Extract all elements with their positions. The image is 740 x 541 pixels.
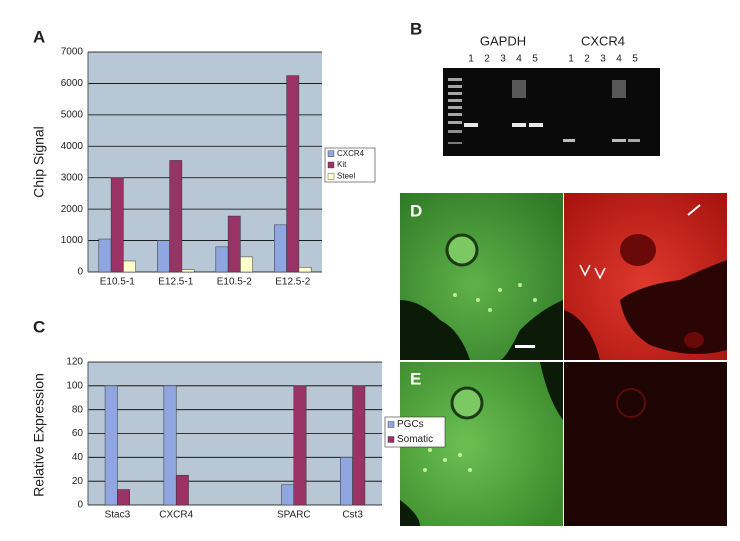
gene-label: GAPDH bbox=[480, 33, 526, 48]
bar bbox=[123, 260, 136, 273]
x-tick-label: E12.5-1 bbox=[158, 277, 193, 288]
y-tick-label: 4000 bbox=[61, 141, 84, 152]
y-tick-label: 5000 bbox=[61, 109, 84, 120]
gene-label: CXCR4 bbox=[581, 33, 625, 48]
lane-number: 1 bbox=[568, 54, 574, 65]
bar bbox=[215, 246, 229, 273]
bar bbox=[281, 484, 295, 506]
legend-label: Kit bbox=[337, 160, 347, 169]
lane-number: 5 bbox=[532, 54, 538, 65]
micrograph-d-green bbox=[400, 193, 563, 360]
bar bbox=[240, 256, 253, 273]
bar bbox=[227, 215, 241, 273]
lane-number: 4 bbox=[616, 54, 622, 65]
y-tick-label: 2000 bbox=[61, 204, 84, 215]
panel-label: A bbox=[33, 27, 45, 46]
bar bbox=[169, 160, 183, 273]
bar bbox=[110, 177, 124, 273]
y-tick-label: 100 bbox=[66, 380, 83, 391]
legend-label: Steel bbox=[337, 171, 355, 180]
legend-swatch bbox=[327, 161, 335, 169]
panel-label: E bbox=[410, 369, 421, 388]
bar bbox=[286, 75, 300, 273]
y-tick-label: 6000 bbox=[61, 78, 84, 89]
y-axis-label: Chip Signal bbox=[31, 126, 47, 198]
bar bbox=[104, 385, 118, 506]
bar bbox=[175, 474, 189, 506]
x-tick-label: Cst3 bbox=[342, 510, 363, 521]
bar bbox=[293, 385, 307, 506]
x-tick-label: E12.5-2 bbox=[275, 277, 310, 288]
micrograph-e-green bbox=[400, 362, 563, 526]
y-tick-label: 120 bbox=[66, 357, 83, 368]
bar bbox=[157, 240, 170, 273]
gel-bands bbox=[448, 78, 640, 144]
bar bbox=[163, 385, 177, 506]
legend-label: Somatic bbox=[397, 434, 433, 445]
y-tick-label: 7000 bbox=[61, 47, 84, 58]
lane-number: 2 bbox=[484, 54, 490, 65]
gel-image bbox=[443, 68, 660, 156]
legend-swatch bbox=[327, 150, 335, 157]
bar bbox=[352, 385, 366, 506]
x-tick-label: E10.5-1 bbox=[100, 277, 135, 288]
y-tick-label: 20 bbox=[72, 476, 84, 487]
bar bbox=[298, 267, 312, 273]
lane-number: 3 bbox=[500, 54, 506, 65]
y-tick-label: 0 bbox=[77, 500, 83, 511]
x-tick-label: E10.5-2 bbox=[217, 277, 252, 288]
y-tick-label: 80 bbox=[72, 404, 84, 415]
bar bbox=[181, 269, 195, 273]
legend-swatch bbox=[387, 421, 395, 428]
lane-number: 5 bbox=[632, 54, 638, 65]
lane-number: 1 bbox=[468, 54, 474, 65]
y-axis-label: Relative Expression bbox=[31, 373, 47, 497]
micrograph-e-red bbox=[564, 362, 727, 526]
x-tick-label: Stac3 bbox=[105, 510, 131, 521]
lane-number: 2 bbox=[584, 54, 590, 65]
bar bbox=[274, 224, 287, 273]
legend-swatch bbox=[387, 436, 395, 443]
panel-label: C bbox=[33, 317, 45, 336]
bar bbox=[340, 457, 353, 506]
legend-label: CXCR4 bbox=[337, 149, 365, 158]
lane-number: 3 bbox=[600, 54, 606, 65]
lane-number: 4 bbox=[516, 54, 522, 65]
bar bbox=[117, 489, 130, 506]
legend-box bbox=[384, 416, 446, 448]
y-tick-label: 60 bbox=[72, 428, 84, 439]
legend-label: PGCs bbox=[397, 419, 424, 430]
x-tick-label: SPARC bbox=[277, 510, 311, 521]
x-tick-label: CXCR4 bbox=[159, 510, 193, 521]
panel-label: B bbox=[410, 19, 422, 38]
y-tick-label: 0 bbox=[77, 267, 83, 278]
micrograph-d-red bbox=[564, 193, 727, 360]
y-tick-label: 3000 bbox=[61, 172, 84, 183]
y-tick-label: 40 bbox=[72, 452, 84, 463]
panel-label: D bbox=[410, 201, 422, 220]
legend-swatch bbox=[327, 173, 335, 180]
bar bbox=[98, 238, 112, 273]
y-tick-label: 1000 bbox=[61, 235, 84, 246]
